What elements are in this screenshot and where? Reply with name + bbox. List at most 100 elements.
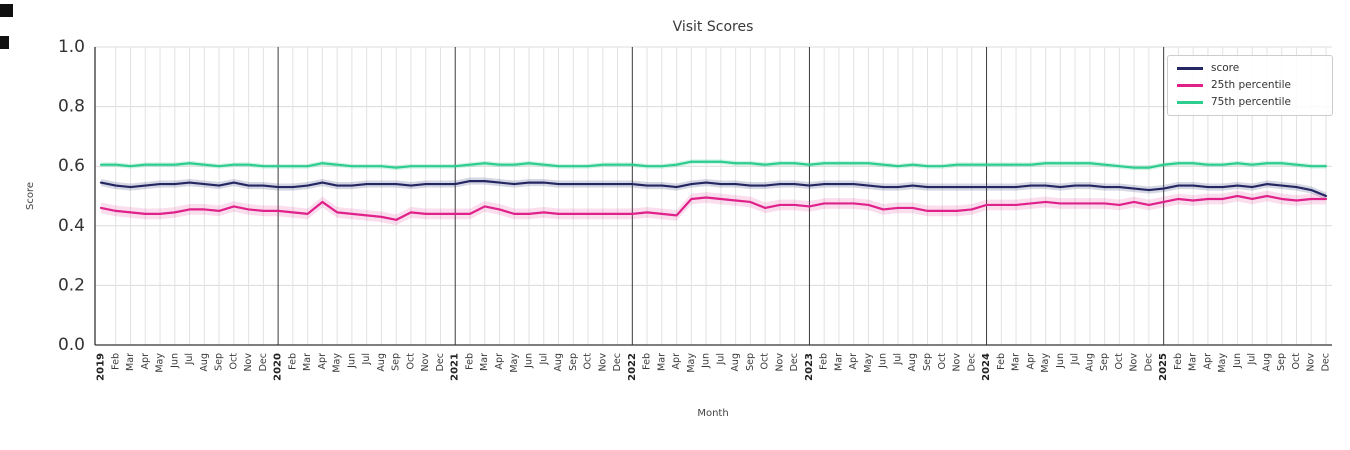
score-line <box>99 180 1328 198</box>
x-tick-label-month: May <box>1217 353 1228 373</box>
score-band <box>101 177 1326 200</box>
y-tick-label: 0.0 <box>58 335 85 355</box>
x-axis-label: Month <box>697 408 728 419</box>
x-tick-label-month: Sep <box>922 353 933 371</box>
x-tick-label-month: Mar <box>656 353 667 371</box>
x-tick-label-month: Jul <box>1247 353 1258 365</box>
y-tick-label: 1.0 <box>58 37 85 57</box>
x-tick-label-month: Dec <box>258 353 269 371</box>
x-tick-label-month: Jul <box>1070 353 1081 365</box>
x-tick-label-month: Jun <box>878 353 889 369</box>
x-tick-label-year: 2022 <box>627 353 638 381</box>
25th-percentile-line <box>99 194 1328 221</box>
x-tick-label-month: Dec <box>789 353 800 371</box>
x-tick-label-month: Nov <box>420 353 431 372</box>
x-tick-label-month: Feb <box>1173 353 1184 370</box>
x-tick-label-month: Aug <box>1084 353 1095 372</box>
x-tick-label-month: Feb <box>996 353 1007 370</box>
x-tick-label-month: Apr <box>140 353 151 370</box>
x-tick-label-year: 2023 <box>804 353 815 381</box>
axes-layer <box>94 47 1332 346</box>
x-tick-label-month: Feb <box>642 353 653 370</box>
x-tick-label-month: Sep <box>391 353 402 371</box>
legend: score 25th percentile 75th percentile <box>1167 55 1333 116</box>
score-line-swatch <box>1177 67 1203 70</box>
x-tick-label-month: Mar <box>833 353 844 371</box>
x-tick-label-month: May <box>1040 353 1051 373</box>
x-tick-label-month: Jun <box>1232 353 1243 369</box>
screen-artifact <box>0 36 9 49</box>
x-tick-label-month: Feb <box>819 353 830 370</box>
x-tick-label-month: May <box>155 353 166 373</box>
x-tick-label-month: Apr <box>1025 353 1036 370</box>
x-tick-label-month: Oct <box>937 353 948 370</box>
x-tick-label-month: Jul <box>538 353 549 365</box>
y-axis-label: Score <box>25 182 36 210</box>
x-tick-label-month: Jul <box>892 353 903 365</box>
x-tick-label-month: Oct <box>1114 353 1125 370</box>
x-tick-label-month: Apr <box>317 353 328 370</box>
x-tick-label-month: Mar <box>479 353 490 371</box>
x-tick-label-year: 2024 <box>981 353 992 381</box>
75th-percentile-line <box>99 160 1328 169</box>
25th-percentile-band <box>101 190 1326 226</box>
x-tick-label-month: Feb <box>110 353 121 370</box>
x-tick-label-month: Dec <box>435 353 446 371</box>
x-tick-label-month: Oct <box>583 353 594 370</box>
y-tick-label: 0.6 <box>58 156 85 176</box>
percentile-75-line-swatch <box>1177 101 1203 104</box>
x-tick-label-month: Oct <box>228 353 239 370</box>
x-tick-label-year: 2021 <box>450 353 461 381</box>
x-tick-label-month: May <box>863 353 874 373</box>
x-tick-label-month: Sep <box>568 353 579 371</box>
y-tick-label: 0.8 <box>58 97 85 117</box>
x-tick-label-month: May <box>509 353 520 373</box>
x-tick-label-month: Jun <box>346 353 357 369</box>
x-tick-label-month: Aug <box>907 353 918 372</box>
legend-item-75th-percentile: 75th percentile <box>1177 96 1323 109</box>
x-tick-label-month: Aug <box>1261 353 1272 372</box>
x-tick-label-month: Apr <box>671 353 682 370</box>
x-tick-label-month: Oct <box>760 353 771 370</box>
x-tick-label-month: Jun <box>169 353 180 369</box>
x-tick-label-month: Aug <box>199 353 210 372</box>
legend-label-25th-percentile: 25th percentile <box>1211 79 1291 91</box>
x-tick-label-month: Apr <box>494 353 505 370</box>
x-tick-label-month: Jul <box>184 353 195 365</box>
confidence-bands-layer <box>101 159 1326 226</box>
x-tick-label-month: Sep <box>745 353 756 371</box>
x-tick-label-month: May <box>686 353 697 373</box>
x-tick-label-month: Nov <box>597 353 608 372</box>
x-tick-label-month: Feb <box>464 353 475 370</box>
x-tick-label-month: Mar <box>302 353 313 371</box>
percentile-25-line-swatch <box>1177 84 1203 87</box>
x-tick-label-month: Jul <box>361 353 372 365</box>
screen-artifact <box>0 4 13 17</box>
x-tick-label-year: 2019 <box>96 353 107 381</box>
x-tick-label-month: Mar <box>1188 353 1199 371</box>
x-tick-label-month: Apr <box>848 353 859 370</box>
legend-item-25th-percentile: 25th percentile <box>1177 79 1323 92</box>
series-lines-layer <box>99 160 1328 221</box>
x-tick-label-month: Sep <box>1276 353 1287 371</box>
x-tick-label-year: 2025 <box>1158 353 1169 381</box>
x-tick-label-month: Jun <box>701 353 712 369</box>
x-tick-label-month: Aug <box>553 353 564 372</box>
x-tick-label-month: Jun <box>1055 353 1066 369</box>
x-tick-label-month: Nov <box>1306 353 1317 372</box>
chart-title: Visit Scores <box>673 19 754 35</box>
legend-label-75th-percentile: 75th percentile <box>1211 96 1291 108</box>
x-tick-label-month: Jun <box>524 353 535 369</box>
x-tick-label-month: Nov <box>952 353 963 372</box>
legend-label-score: score <box>1211 62 1240 74</box>
x-tick-label-month: Nov <box>774 353 785 372</box>
x-tick-label-month: Sep <box>1099 353 1110 371</box>
x-tick-label-month: Nov <box>243 353 254 372</box>
x-tick-label-month: Nov <box>1129 353 1140 372</box>
legend-item-score: score <box>1177 62 1323 75</box>
x-tick-label-month: Feb <box>287 353 298 370</box>
x-tick-label-month: Aug <box>376 353 387 372</box>
x-tick-label-month: Dec <box>966 353 977 371</box>
